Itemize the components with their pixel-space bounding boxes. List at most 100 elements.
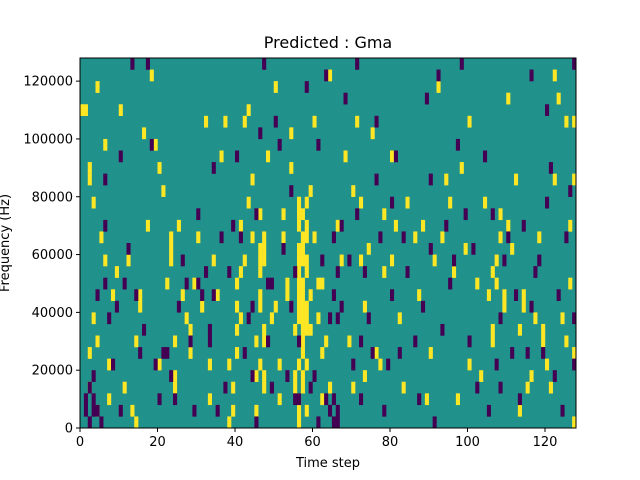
heatmap-cell-low xyxy=(269,381,274,394)
heatmap-cell-low xyxy=(91,404,96,417)
heatmap-cell-high xyxy=(304,219,309,232)
heatmap-cell-low xyxy=(134,289,139,302)
heatmap-cell-high xyxy=(324,335,329,348)
heatmap-cell-high xyxy=(320,277,325,290)
heatmap-cell-high xyxy=(281,208,286,221)
heatmap-cell-high xyxy=(83,104,88,117)
y-tick-label: 80000 xyxy=(32,190,73,205)
heatmap-cell-low xyxy=(173,393,178,406)
heatmap-cell-low xyxy=(351,358,356,371)
heatmap-cell-high xyxy=(564,115,569,128)
heatmap-cell-low xyxy=(413,335,418,348)
heatmap-cell-high xyxy=(238,266,243,278)
heatmap-cell-low xyxy=(529,69,534,82)
heatmap-cell-low xyxy=(537,254,542,267)
heatmap-cell-high xyxy=(475,277,480,290)
heatmap-cell-low xyxy=(529,300,534,313)
heatmap-cell-high xyxy=(87,162,92,174)
heatmap-cell-low xyxy=(521,219,526,232)
heatmap-cell-high xyxy=(297,312,302,325)
heatmap-cell-high xyxy=(545,358,550,371)
heatmap-cell-low xyxy=(335,312,340,325)
heatmap-cell-high xyxy=(552,69,557,82)
heatmap-cell-high xyxy=(262,254,267,267)
heatmap-cell-low xyxy=(184,277,189,290)
heatmap-cell-low xyxy=(254,416,259,429)
heatmap-cell-high xyxy=(157,162,162,174)
heatmap-cell-high xyxy=(293,370,298,382)
x-axis-label: Time step xyxy=(295,456,360,471)
heatmap-cell-low xyxy=(211,289,216,302)
heatmap-cell-high xyxy=(328,69,333,82)
heatmap-cell-high xyxy=(107,358,112,371)
heatmap-cell-low xyxy=(343,92,348,105)
heatmap-cell-high xyxy=(304,266,309,278)
heatmap-cell-high xyxy=(258,358,263,371)
heatmap-cell-high xyxy=(297,289,302,302)
heatmap-cell-low xyxy=(289,185,294,197)
heatmap-cell-high xyxy=(502,289,507,302)
heatmap-cell-high xyxy=(506,219,511,232)
heatmap-cell-high xyxy=(436,81,441,93)
heatmap-cell-high xyxy=(502,300,507,313)
heatmap-cell-high xyxy=(390,150,395,163)
x-tick-label: 0 xyxy=(76,435,84,450)
plot-frame xyxy=(79,57,577,429)
heatmap-cell-high xyxy=(498,231,503,244)
heatmap-cell-high xyxy=(564,335,569,348)
heatmap-cell-high xyxy=(300,243,305,255)
heatmap-cell-high xyxy=(525,381,530,394)
heatmap-cell-high xyxy=(111,289,116,302)
heatmap-cell-low xyxy=(312,370,317,382)
heatmap-cell-high xyxy=(300,312,305,325)
heatmap-cell-low xyxy=(331,231,336,244)
heatmap-cell-high xyxy=(300,370,305,382)
y-tick-label: 100000 xyxy=(23,132,73,147)
heatmap-cell-high xyxy=(258,289,263,302)
heatmap-cell-high xyxy=(308,289,313,302)
heatmap-cell-high xyxy=(351,185,356,197)
heatmap-cell-low xyxy=(463,208,468,221)
heatmap-cell-high xyxy=(169,231,174,244)
heatmap-cell-low xyxy=(541,347,546,359)
heatmap-cell-high xyxy=(134,416,139,429)
heatmap-cell-high xyxy=(308,323,313,336)
x-tick-label: 40 xyxy=(227,435,244,450)
heatmap-cell-high xyxy=(300,300,305,313)
heatmap-cell-low xyxy=(103,277,108,290)
heatmap-cell-low xyxy=(467,335,472,348)
heatmap-cell-high xyxy=(490,335,495,348)
heatmap-cell-low xyxy=(359,335,364,348)
heatmap-cell-high xyxy=(366,243,371,255)
heatmap-cell-low xyxy=(223,381,228,394)
heatmap-cell-high xyxy=(533,312,538,325)
heatmap-cell-high xyxy=(142,127,147,140)
heatmap-cell-low xyxy=(490,208,495,221)
heatmap-cell-low xyxy=(145,58,150,70)
heatmap-cell-low xyxy=(207,323,212,336)
heatmap-cell-low xyxy=(103,173,108,186)
heatmap-cell-high xyxy=(91,196,96,209)
heatmap-cell-low xyxy=(436,69,441,82)
heatmap-cell-low xyxy=(83,404,88,417)
heatmap-cell-low xyxy=(428,243,433,255)
y-tick-label: 120000 xyxy=(23,75,73,90)
heatmap-cell-low xyxy=(324,393,329,406)
heatmap-cell-high xyxy=(444,173,449,186)
heatmap-cell-low xyxy=(316,138,321,151)
heatmap-cell-high xyxy=(417,289,422,302)
heatmap-cell-high xyxy=(250,231,255,244)
heatmap-cell-high xyxy=(320,393,325,406)
heatmap-cell-low xyxy=(180,254,185,267)
heatmap-cell-high xyxy=(118,104,123,117)
heatmap-cell-high xyxy=(304,254,309,267)
heatmap-cell-high xyxy=(273,300,278,313)
heatmap-cell-high xyxy=(300,335,305,348)
heatmap-cell-high xyxy=(382,266,387,278)
plot-background xyxy=(80,58,576,428)
heatmap-cell-high xyxy=(316,312,321,325)
heatmap-cell-high xyxy=(103,254,108,267)
heatmap-cell-low xyxy=(192,404,197,417)
heatmap-cell-high xyxy=(510,243,515,255)
heatmap-cell-low xyxy=(393,150,398,163)
